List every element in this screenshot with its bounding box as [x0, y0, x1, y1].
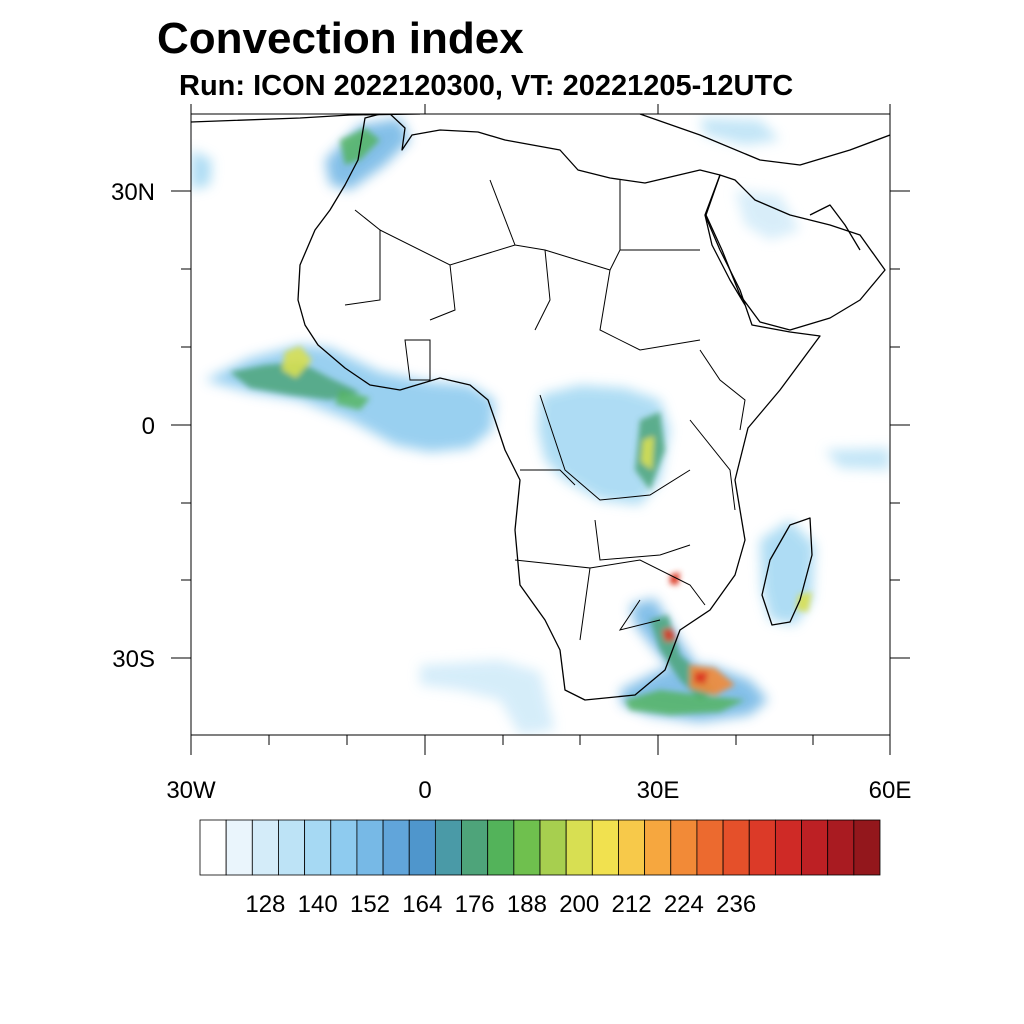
colorbar-swatch: [461, 819, 489, 876]
colorbar-swatch: [539, 819, 567, 876]
colorbar: [199, 819, 881, 876]
colorbar-label: 152: [350, 891, 390, 918]
convection-field: [191, 118, 890, 735]
colorbar-swatch: [670, 819, 698, 876]
colorbar-label: 140: [298, 891, 338, 918]
colorbar-swatch: [827, 819, 855, 876]
arabia-coastline: [705, 174, 886, 331]
africa-coastline: [297, 114, 821, 701]
lat-label-30n: 30N: [111, 179, 155, 206]
colorbar-label: 176: [455, 891, 495, 918]
colorbar-swatch: [487, 819, 515, 876]
shade-atlantic-south: [420, 660, 555, 735]
colorbar-label: 236: [716, 891, 756, 918]
colorbar-swatch: [774, 819, 802, 876]
colorbar-swatch: [278, 819, 306, 876]
colorbar-label: 188: [507, 891, 547, 918]
chart-title: Convection index: [157, 14, 524, 63]
lat-label-0: 0: [142, 413, 155, 440]
red-sea: [704, 214, 746, 306]
colorbar-swatch: [304, 819, 332, 876]
lon-label-0: 0: [418, 777, 431, 804]
chart-subtitle: Run: ICON 2022120300, VT: 20221205-12UTC: [179, 70, 794, 102]
colorbar-label: 200: [559, 891, 599, 918]
colorbar-labels: 128 140 152 164 176 188 200 212 224 236: [245, 891, 756, 918]
colorbar-swatch: [356, 819, 384, 876]
shade-arabia: [735, 190, 800, 240]
colorbar-swatch: [408, 819, 436, 876]
colorbar-swatch: [382, 819, 410, 876]
colorbar-label: 212: [612, 891, 652, 918]
colorbar-label: 128: [245, 891, 285, 918]
shade-east-ocean: [825, 448, 890, 470]
shade-med-east: [700, 118, 780, 145]
colorbar-swatch: [513, 819, 541, 876]
lon-label-30e: 30E: [637, 777, 680, 804]
colorbar-swatch: [434, 819, 462, 876]
colorbar-swatch: [618, 819, 646, 876]
lon-label-60e: 60E: [869, 777, 912, 804]
colorbar-swatch: [330, 819, 358, 876]
lon-label-30w: 30W: [166, 777, 216, 804]
colorbar-swatch: [565, 819, 593, 876]
lat-label-30s: 30S: [112, 646, 155, 673]
colorbar-label: 224: [664, 891, 704, 918]
colorbar-swatch: [591, 819, 619, 876]
shade-morocco: [325, 118, 410, 190]
gulf: [809, 204, 861, 251]
axis-ticks: [171, 104, 910, 755]
shade-atlantic-north: [191, 150, 212, 190]
europe-coastline: [191, 114, 890, 166]
colorbar-swatch: [722, 819, 750, 876]
colorbar-swatch: [251, 819, 279, 876]
colorbar-swatch: [696, 819, 724, 876]
colorbar-swatch: [853, 819, 881, 876]
colorbar-swatch: [801, 819, 829, 876]
colorbar-swatch: [748, 819, 776, 876]
coastlines: [191, 114, 890, 701]
colorbar-label: 164: [402, 891, 442, 918]
madagascar: [761, 517, 813, 626]
colorbar-swatch: [644, 819, 672, 876]
colorbar-swatch: [225, 819, 253, 876]
colorbar-swatch: [199, 819, 227, 876]
borders: [344, 179, 746, 641]
